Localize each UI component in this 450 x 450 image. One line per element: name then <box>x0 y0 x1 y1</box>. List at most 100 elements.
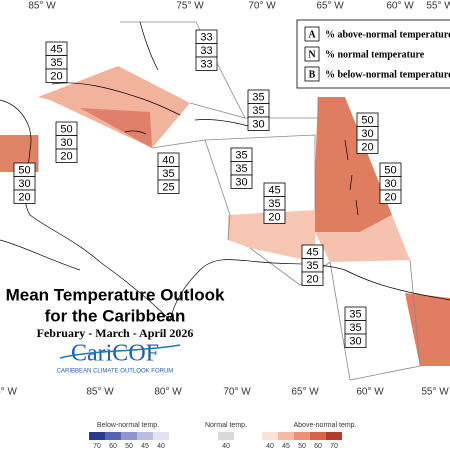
probability-value: 30 <box>361 128 373 140</box>
region-fill <box>80 108 152 148</box>
probability-value: 35 <box>349 308 361 320</box>
colorbar-swatch <box>294 432 310 440</box>
probability-value: 45 <box>306 246 318 258</box>
region-outline <box>189 102 246 119</box>
probability-value: 20 <box>18 191 30 203</box>
legend-text: % below-normal temperature <box>325 69 450 80</box>
probability-value: 45 <box>50 43 62 55</box>
axis-label: 55° W <box>426 1 450 12</box>
probability-value: 30 <box>384 178 396 190</box>
colorbar-tick: 45 <box>282 443 290 450</box>
probability-value: 35 <box>50 57 62 69</box>
coastline <box>124 130 147 135</box>
axis-label: 85° W <box>28 1 56 12</box>
probability-value: 20 <box>306 273 318 285</box>
probability-value: 30 <box>60 137 72 149</box>
probability-value: 35 <box>349 322 361 334</box>
probability-cell <box>247 116 270 131</box>
probability-cell <box>13 189 36 204</box>
coastline <box>0 239 81 271</box>
axis-label: 70° W <box>223 387 251 398</box>
coastline <box>169 259 450 321</box>
probability-value: 30 <box>18 178 30 190</box>
probability-value: 33 <box>200 45 212 57</box>
colorbar-tick: 60 <box>109 443 117 450</box>
colorbar-swatch <box>89 432 105 440</box>
region-outline <box>329 259 421 381</box>
legend-key-box <box>304 66 320 82</box>
probability-value: 30 <box>349 335 361 347</box>
probability-value: 25 <box>162 181 174 193</box>
axis-label: 65° W <box>316 1 344 12</box>
colorbar-swatch <box>326 432 342 440</box>
legend-key: A <box>308 29 316 40</box>
probability-cell <box>379 189 402 204</box>
legend-key-box <box>304 46 320 62</box>
probability-value: 20 <box>60 150 72 162</box>
title: Mean Temperature Outlook <box>6 285 225 304</box>
probability-cell <box>157 179 180 194</box>
legend-key-box <box>304 26 320 42</box>
colorbar-swatch <box>310 432 326 440</box>
probability-value: 33 <box>200 58 212 70</box>
axis-label: 75° W <box>176 1 204 12</box>
region-fill <box>405 293 450 366</box>
coastline <box>194 119 256 129</box>
axis-label: 80° W <box>154 387 182 398</box>
axis-label: 85° W <box>86 387 114 398</box>
legend-frame <box>296 19 450 89</box>
colorbar-tick: 40 <box>266 443 274 450</box>
shaded-regions <box>0 66 450 366</box>
colorbar-tick: 50 <box>125 443 133 450</box>
colorbar-tick: 70 <box>330 443 338 450</box>
legend-text: % above-normal temperature <box>325 29 450 40</box>
colorbar-label: Normal temp. <box>205 422 247 429</box>
axis-label: 70° W <box>248 1 276 12</box>
colorbar-tick: 50 <box>298 443 306 450</box>
coastline <box>344 139 359 216</box>
colorbar-swatch <box>121 432 137 440</box>
colorbar-tick: 40 <box>157 443 165 450</box>
colorbar-swatch <box>137 432 153 440</box>
axis-label: 65° W <box>291 387 319 398</box>
colorbar-tick: 45 <box>141 443 149 450</box>
period: February - March - April 2026 <box>37 326 194 340</box>
probability-value: 50 <box>60 123 72 135</box>
region-fill <box>228 210 315 262</box>
legend <box>296 19 450 89</box>
probability-value: 35 <box>235 149 247 161</box>
logo-tagline: CARIBBEAN CLIMATE OUTLOOK FORUM <box>57 369 174 375</box>
probability-value: 50 <box>18 164 30 176</box>
axis-label: 60° W <box>356 387 384 398</box>
probability-cell <box>45 68 68 83</box>
region-fill <box>38 66 190 148</box>
colorbar-swatch <box>262 432 278 440</box>
probability-value: 30 <box>252 118 264 130</box>
colorbar-swatch <box>153 432 169 440</box>
probability-value: 35 <box>235 163 247 175</box>
colorbar-tick: 60 <box>314 443 322 450</box>
probability-value: 50 <box>361 114 373 126</box>
probability-cell <box>195 56 218 71</box>
colorbar-label: Above-normal temp. <box>293 422 356 429</box>
colorbar-label: Below-normal temp. <box>97 422 159 429</box>
axis-label: 5° W <box>0 387 17 398</box>
title: for the Caribbean <box>45 306 186 325</box>
region-outline <box>151 139 231 241</box>
legend-key: N <box>308 49 316 60</box>
probability-value: 35 <box>306 260 318 272</box>
probability-value: 20 <box>361 141 373 153</box>
region-outline <box>204 134 316 210</box>
